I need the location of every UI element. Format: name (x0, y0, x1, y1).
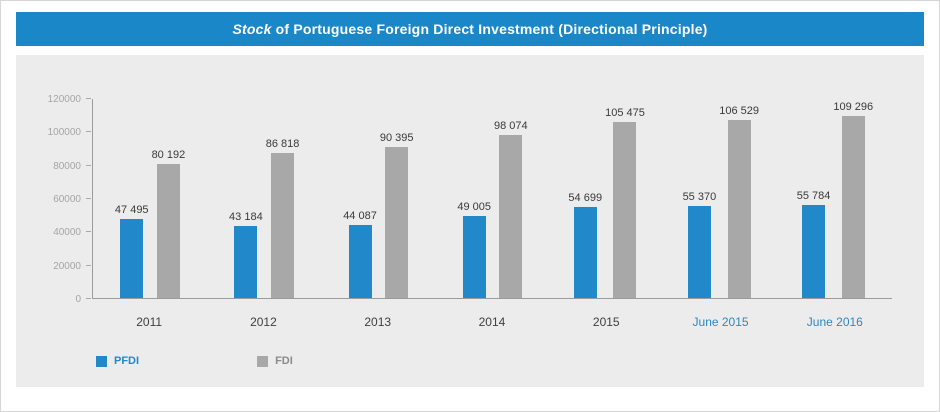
pfdi-bar (120, 219, 144, 298)
legend-swatch (96, 355, 107, 367)
y-tick-label: 100000 (47, 127, 81, 139)
bar-column-fdi: 105 475 (605, 107, 645, 298)
y-tick-mark (86, 231, 91, 233)
bar-column-pfdi: 47 495 (115, 204, 149, 298)
pfdi-bar (462, 216, 486, 298)
chart-panel: 0 20000 40000 60000 80000 100000 120000 47 495… (16, 55, 924, 387)
value-label: 49 005 (457, 201, 491, 213)
bar-column-pfdi: 55 784 (796, 190, 831, 298)
category-label: 2013 (364, 315, 392, 329)
y-axis: 0 20000 40000 60000 80000 100000 120000 (30, 94, 92, 305)
bar-column-pfdi: 44 087 (343, 210, 377, 298)
fdi-bar (156, 164, 180, 298)
value-label: 47 495 (114, 204, 149, 216)
bar-column-pfdi: 55 370 (682, 191, 717, 298)
x-axis-labels: 2011 2012 2013 2014 2015 June 2015 June 2016 (92, 315, 892, 329)
legend-label: PFDI (114, 355, 140, 367)
pfdi-bar (687, 206, 711, 298)
y-tick-label: 60000 (53, 194, 81, 205)
value-label: 55 370 (682, 191, 717, 203)
category-label: 2012 (250, 315, 277, 329)
fdi-bar (727, 120, 751, 298)
chart-title: Stock of Portuguese Foreign Direct Inves… (232, 21, 707, 37)
fdi-bar (499, 135, 523, 298)
legend: PFDI FDI (96, 355, 908, 367)
category-label: 2015 (592, 315, 620, 329)
bar-column-fdi: 109 296 (833, 101, 873, 298)
y-tick-mark (86, 164, 91, 166)
value-label: 109 296 (833, 101, 874, 113)
y-tick-mark (86, 131, 91, 133)
y-tick-mark (86, 264, 91, 266)
bar-group: 54 699 105 475 (550, 99, 664, 298)
category-label: 2011 (136, 315, 163, 329)
category-label: June 2016 (806, 315, 863, 329)
bar-group: 47 495 80 192 (93, 99, 207, 298)
value-label: 54 699 (568, 192, 603, 204)
value-label: 44 087 (343, 210, 377, 222)
value-label: 80 192 (151, 149, 186, 161)
fdi-bar (385, 147, 409, 298)
bar-column-fdi: 80 192 (151, 149, 186, 298)
bar-column-pfdi: 49 005 (457, 201, 491, 298)
bar-column-pfdi: 43 184 (229, 211, 263, 298)
fdi-bar (271, 153, 295, 298)
legend-label: FDI (275, 355, 293, 367)
y-tick-label: 40000 (53, 227, 81, 239)
bar-column-fdi: 86 818 (265, 138, 300, 298)
chart-title-bar: Stock of Portuguese Foreign Direct Inves… (16, 12, 924, 46)
bar-group: 55 370 106 529 (664, 99, 778, 298)
pfdi-bar (802, 205, 826, 298)
value-label: 55 784 (796, 190, 831, 202)
y-tick-mark (86, 298, 91, 299)
bar-column-fdi: 90 395 (380, 132, 414, 298)
y-tick-label: 80000 (53, 160, 81, 172)
y-tick-label: 120000 (47, 94, 81, 105)
fdi-bar (841, 116, 865, 298)
pfdi-bar (348, 225, 372, 298)
legend-item-fdi: FDI (257, 355, 293, 367)
value-label: 90 395 (379, 132, 414, 144)
fdi-bar (613, 122, 637, 298)
value-label: 43 184 (229, 211, 263, 223)
y-tick-mark (86, 198, 91, 199)
chart-title-italic-word: Stock (232, 21, 272, 37)
bar-column-fdi: 98 074 (494, 120, 528, 298)
category-label: 2014 (478, 315, 506, 329)
value-label: 98 074 (493, 120, 528, 132)
y-tick-mark (86, 98, 91, 99)
chart-title-rest: of Portuguese Foreign Direct Investment … (271, 21, 708, 37)
bar-group: 49 005 98 074 (435, 99, 549, 298)
legend-swatch (257, 355, 269, 367)
value-label: 105 475 (605, 107, 645, 119)
pfdi-bar (234, 226, 258, 298)
value-label: 106 529 (719, 105, 759, 117)
y-tick-label: 0 (75, 294, 81, 305)
bar-group: 55 784 109 296 (778, 99, 892, 298)
bar-chart: 0 20000 40000 60000 80000 100000 120000 47 495… (48, 94, 892, 305)
bar-column-fdi: 106 529 (719, 105, 759, 298)
category-label: June 2015 (692, 315, 749, 329)
y-tick-label: 20000 (53, 260, 81, 272)
plot-area: 47 495 80 192 43 184 86 818 44 087 90 395 49 0… (92, 99, 892, 299)
bar-column-pfdi: 54 699 (568, 192, 602, 298)
bar-group: 43 184 86 818 (207, 99, 321, 298)
bar-group: 44 087 90 395 (321, 99, 435, 298)
value-label: 86 818 (265, 138, 300, 150)
pfdi-bar (573, 207, 597, 298)
legend-item-pfdi: PFDI (96, 355, 139, 367)
